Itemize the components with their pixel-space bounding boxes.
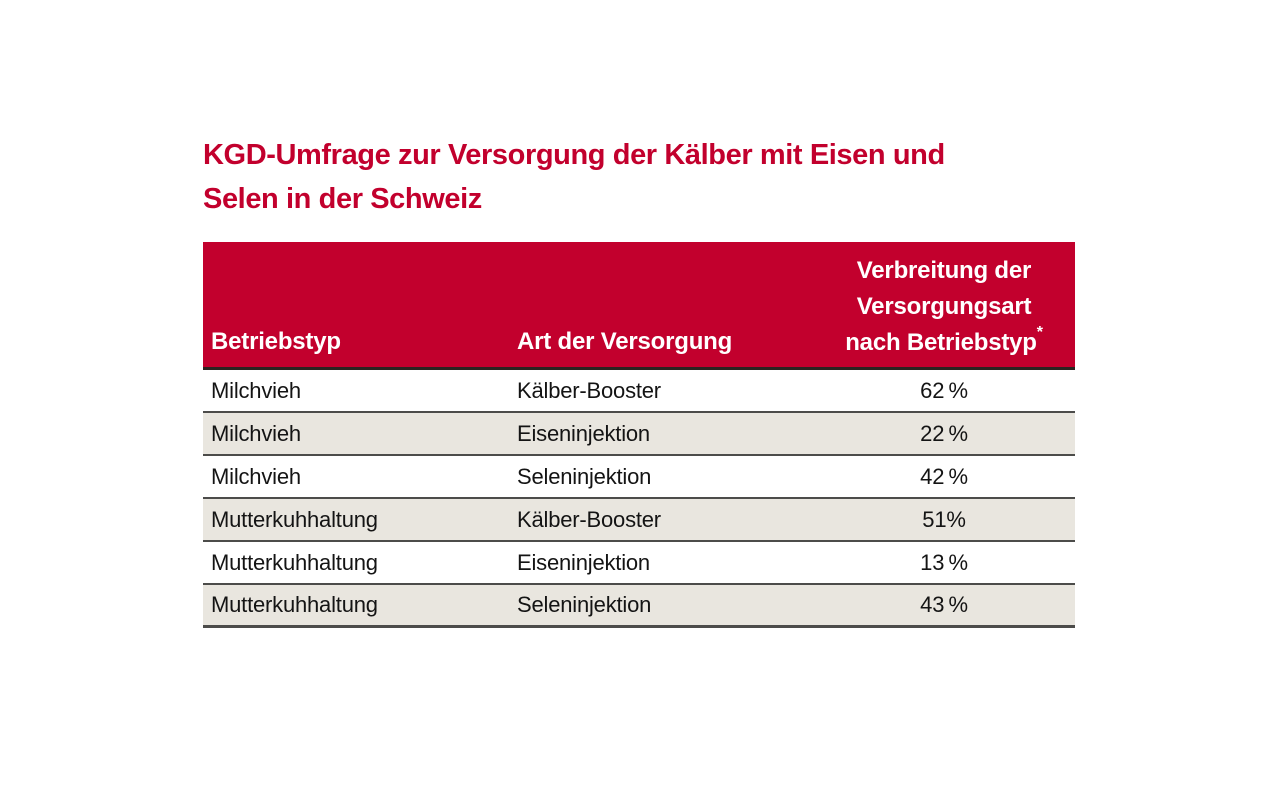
cell-wert: 43 %: [920, 592, 968, 617]
footnote-asterisk: *: [1036, 324, 1043, 341]
table-row: Milchvieh Kälber-Booster 62 %: [203, 370, 1075, 413]
figure-title: KGD-Umfrage zur Versorgung der Kälber mi…: [203, 133, 1075, 221]
table-header-row: Betriebstyp Art der Versorgung Verbreitu…: [203, 242, 1075, 370]
table-row: Milchvieh Eiseninjektion 22 %: [203, 413, 1075, 456]
cell-versorgung: Eiseninjektion: [517, 420, 650, 446]
figure-title-line1: KGD-Umfrage zur Versorgung der Kälber mi…: [203, 139, 945, 171]
table-row: Mutterkuhhaltung Eiseninjektion 13 %: [203, 542, 1075, 585]
cell-wert: 22 %: [920, 420, 968, 446]
column-header-verbreitung: Verbreitung der Versorgungsart nach Betr…: [813, 253, 1075, 367]
cell-versorgung: Seleninjektion: [517, 463, 652, 489]
header-line1: Verbreitung der: [856, 257, 1032, 284]
table-row: Milchvieh Seleninjektion 42 %: [203, 456, 1075, 499]
cell-betriebstyp: Milchvieh: [211, 377, 301, 403]
table-row: Mutterkuhhaltung Kälber-Booster 51%: [203, 499, 1075, 542]
cell-versorgung: Seleninjektion: [517, 592, 652, 617]
data-table: Betriebstyp Art der Versorgung Verbreitu…: [203, 242, 1075, 628]
cell-wert: 62 %: [920, 377, 968, 403]
cell-betriebstyp: Milchvieh: [211, 420, 301, 446]
table-row: Mutterkuhhaltung Seleninjektion 43 %: [203, 585, 1075, 628]
column-header-betriebstyp: Betriebstyp: [211, 328, 341, 355]
cell-betriebstyp: Milchvieh: [211, 463, 301, 489]
cell-betriebstyp: Mutterkuhhaltung: [211, 549, 378, 575]
figure-title-line2: Selen in der Schweiz: [203, 183, 482, 215]
cell-wert: 51%: [922, 506, 966, 532]
cell-wert: 42 %: [920, 463, 968, 489]
cell-betriebstyp: Mutterkuhhaltung: [211, 506, 378, 532]
cell-versorgung: Kälber-Booster: [517, 377, 661, 403]
cell-betriebstyp: Mutterkuhhaltung: [211, 592, 378, 617]
column-header-art-der-versorgung: Art der Versorgung: [517, 328, 733, 355]
cell-versorgung: Eiseninjektion: [517, 549, 650, 575]
figure-content: KGD-Umfrage zur Versorgung der Kälber mi…: [203, 133, 1075, 628]
header-line3: nach Betriebstyp: [845, 329, 1037, 356]
cell-wert: 13 %: [920, 549, 968, 575]
cell-versorgung: Kälber-Booster: [517, 506, 661, 532]
header-line2: Versorgungsart: [856, 293, 1032, 320]
